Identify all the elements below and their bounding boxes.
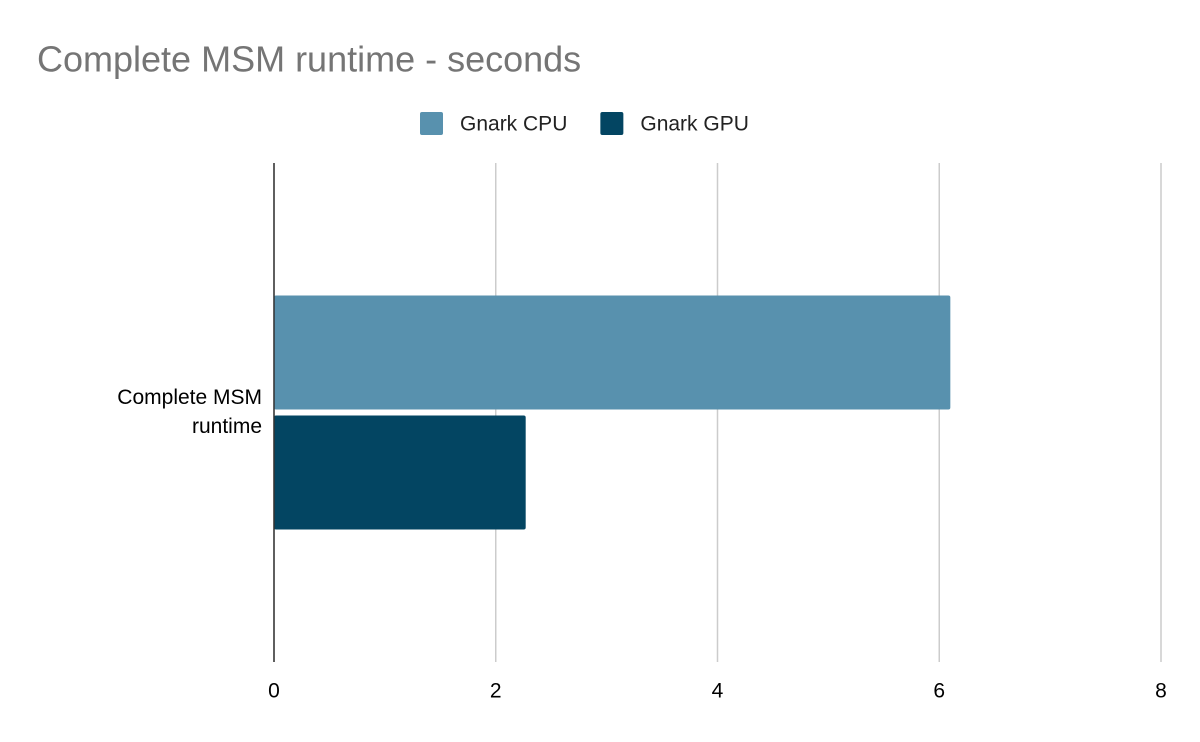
x-tick-label: 6 — [933, 680, 945, 703]
x-tick-label: 8 — [1155, 680, 1167, 703]
legend: Gnark CPU Gnark GPU — [420, 112, 749, 136]
legend-swatch — [420, 112, 443, 135]
legend-swatch — [600, 112, 624, 135]
bar — [274, 295, 951, 410]
legend-label: Gnark CPU — [460, 113, 567, 136]
chart-title: Complete MSM runtime - seconds — [37, 39, 581, 80]
legend-label: Gnark GPU — [640, 113, 749, 136]
y-tick-label: Complete MSM runtime — [117, 386, 262, 438]
x-tick-label: 4 — [712, 680, 724, 703]
bar — [274, 415, 526, 530]
x-tick-label: 0 — [268, 680, 280, 703]
x-tick-label: 2 — [490, 680, 502, 703]
